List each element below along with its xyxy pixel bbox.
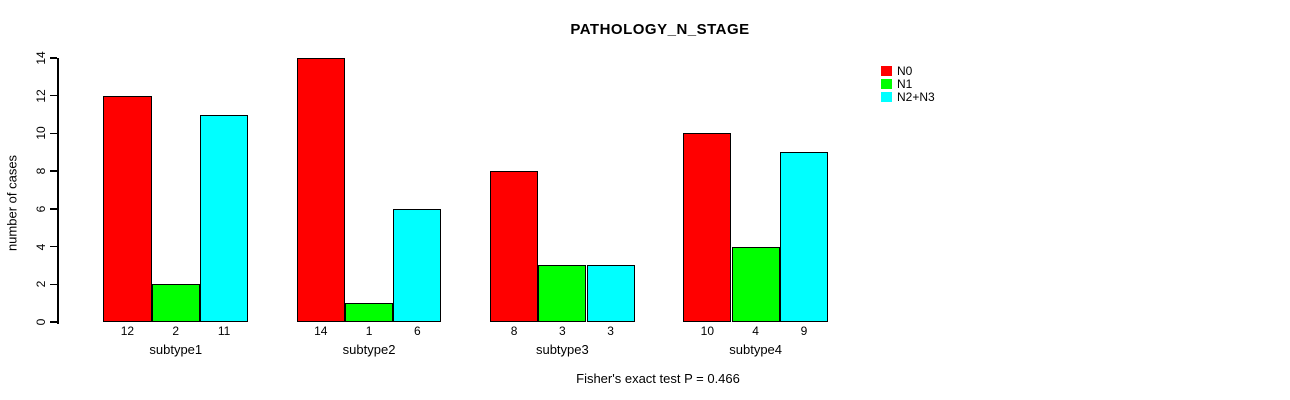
y-axis-tick <box>50 208 57 210</box>
bar-value-label: 3 <box>559 323 566 338</box>
bar-value-label: 14 <box>314 323 328 338</box>
legend-swatch-n2-n3 <box>881 92 892 102</box>
bar-n1-subtype3 <box>538 265 587 322</box>
bar-value-label: 12 <box>120 323 135 338</box>
y-axis-tick <box>50 132 57 135</box>
y-tick-label: 0 <box>34 318 48 326</box>
legend-label: N2+N3 <box>897 90 935 104</box>
legend-item-n0: N0 <box>881 64 935 78</box>
bar-value-label: 3 <box>607 323 614 338</box>
y-axis-tick <box>50 170 57 172</box>
y-axis-tick <box>50 94 57 97</box>
bar-n1-subtype2 <box>344 303 394 322</box>
bar-n2-n3-subtype4 <box>779 152 829 322</box>
legend-label: N1 <box>897 77 913 91</box>
y-tick-label: 10 <box>34 126 48 141</box>
bar-n0-subtype1 <box>103 95 152 322</box>
category-label-subtype2: subtype2 <box>342 341 396 357</box>
bar-value-label: 6 <box>414 323 421 338</box>
y-axis-tick <box>50 245 57 248</box>
y-tick-label: 14 <box>34 51 48 65</box>
y-axis-tick <box>50 321 57 323</box>
bar-n0-subtype3 <box>489 171 539 322</box>
legend: N0 N1 N2+N3 <box>881 64 935 105</box>
legend-item-n2-n3: N2+N3 <box>881 90 935 104</box>
legend-swatch-n0 <box>881 66 892 76</box>
bar-n2-n3-subtype1 <box>199 114 249 322</box>
legend-swatch-n1 <box>881 79 892 89</box>
y-tick-label: 6 <box>34 205 48 213</box>
bar-value-label: 8 <box>510 323 518 338</box>
bar-value-label: 10 <box>700 323 715 338</box>
y-tick-label: 4 <box>34 243 48 250</box>
y-axis-tick <box>50 283 57 286</box>
bar-value-label: 9 <box>800 323 808 338</box>
bar-value-label: 2 <box>172 323 180 338</box>
bar-n0-subtype2 <box>296 58 345 322</box>
y-axis-tick <box>50 57 57 59</box>
chart-title: PATHOLOGY_N_STAGE <box>570 21 750 38</box>
bar-n1-subtype4 <box>731 246 780 322</box>
annotation-text: Fisher's exact test P = 0.466 <box>576 371 740 386</box>
legend-item-n1: N1 <box>881 77 935 91</box>
bar-n0-subtype4 <box>683 133 732 322</box>
category-label-subtype1: subtype1 <box>149 341 203 357</box>
y-tick-label: 2 <box>34 280 48 288</box>
y-axis-label: number of cases <box>4 154 20 252</box>
bar-n2-n3-subtype3 <box>586 265 635 322</box>
bar-value-label: 1 <box>365 323 373 338</box>
y-tick-label: 12 <box>34 89 48 103</box>
bar-value-label: 4 <box>752 323 759 338</box>
y-tick-label: 8 <box>34 167 48 175</box>
category-label-subtype4: subtype4 <box>729 341 783 357</box>
legend-label: N0 <box>897 64 913 78</box>
bar-n1-subtype1 <box>151 284 200 322</box>
bar-value-label: 11 <box>217 323 231 338</box>
y-axis-line <box>57 58 59 324</box>
category-label-subtype3: subtype3 <box>535 341 589 357</box>
bar-n2-n3-subtype2 <box>393 208 442 322</box>
